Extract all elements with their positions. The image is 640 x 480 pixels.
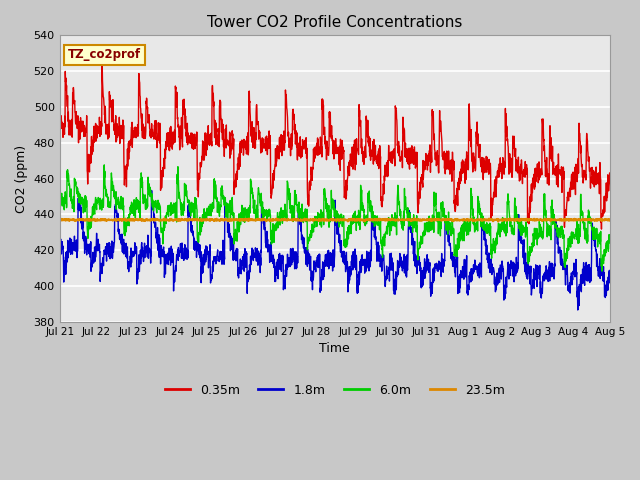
23.5m [558, 218, 566, 224]
0.35m [56, 121, 63, 127]
6.0m [598, 268, 606, 274]
6.0m [100, 162, 108, 168]
0.35m [351, 145, 358, 151]
Text: TZ_co2prof: TZ_co2prof [68, 48, 141, 61]
23.5m [606, 217, 614, 223]
1.8m [574, 307, 582, 313]
23.5m [161, 216, 168, 221]
23.5m [209, 217, 217, 223]
6.0m [351, 219, 358, 225]
Line: 0.35m: 0.35m [60, 65, 610, 229]
Y-axis label: CO2 (ppm): CO2 (ppm) [15, 144, 28, 213]
23.5m [494, 218, 502, 224]
Line: 23.5m: 23.5m [60, 218, 610, 221]
1.8m [363, 248, 371, 254]
1.8m [557, 251, 565, 256]
23.5m [495, 217, 503, 223]
1.8m [573, 269, 580, 275]
1.8m [495, 274, 502, 280]
1.8m [606, 275, 614, 280]
6.0m [495, 231, 502, 237]
0.35m [557, 164, 565, 170]
6.0m [606, 234, 614, 240]
Title: Tower CO2 Profile Concentrations: Tower CO2 Profile Concentrations [207, 15, 463, 30]
Legend: 0.35m, 1.8m, 6.0m, 23.5m: 0.35m, 1.8m, 6.0m, 23.5m [160, 379, 510, 402]
Line: 1.8m: 1.8m [60, 191, 610, 310]
6.0m [573, 234, 580, 240]
X-axis label: Time: Time [319, 342, 350, 355]
1.8m [209, 264, 217, 270]
0.35m [606, 174, 614, 180]
6.0m [363, 220, 371, 226]
0.35m [495, 165, 502, 171]
1.8m [56, 252, 63, 257]
23.5m [56, 216, 63, 222]
Line: 6.0m: 6.0m [60, 165, 610, 271]
23.5m [573, 217, 581, 223]
0.35m [99, 62, 106, 68]
1.8m [148, 188, 156, 193]
6.0m [557, 231, 565, 237]
1.8m [351, 252, 358, 258]
0.35m [573, 176, 580, 181]
0.35m [598, 226, 605, 232]
23.5m [363, 216, 371, 222]
23.5m [351, 216, 358, 222]
6.0m [209, 201, 217, 207]
0.35m [363, 119, 371, 124]
6.0m [56, 200, 63, 205]
0.35m [209, 92, 217, 98]
